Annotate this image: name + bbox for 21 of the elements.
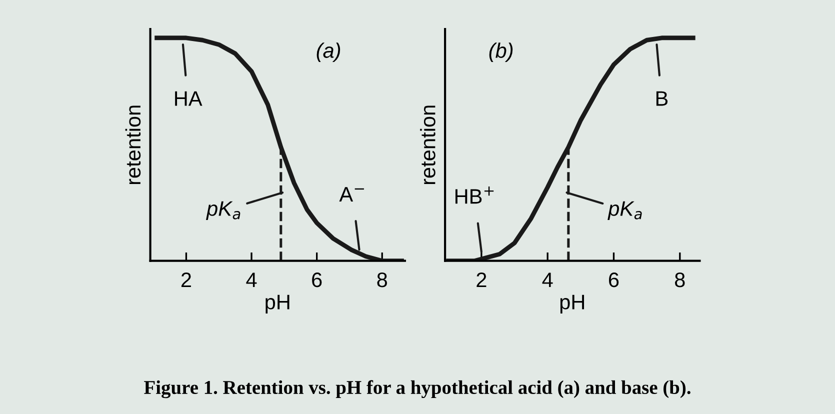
x-tick-label: 8: [674, 272, 685, 288]
annotation: HA: [175, 91, 202, 106]
annotation: A$^{−}$: [339, 187, 364, 202]
x-axis-title: pH: [266, 294, 290, 314]
y-axis-title: retention: [125, 106, 141, 184]
x-tick-label: 2: [181, 272, 191, 288]
x-tick-label: 8: [377, 272, 388, 288]
x-tick-label: 6: [609, 272, 619, 288]
x-tick-label: 6: [312, 272, 322, 288]
chart-title: (a): [316, 42, 340, 62]
x-tick-label: 2: [476, 272, 486, 288]
y-axis-title: retention: [420, 106, 436, 184]
x-tick-label: 4: [542, 272, 553, 288]
ref-line-label: pK$_{a}$: [608, 201, 642, 220]
annotation: B: [656, 91, 668, 106]
caption: Figure 1. Retention vs. pH for a hypothetical acid (a) and base (b).: [144, 380, 690, 398]
x-tick-label: 4: [246, 272, 257, 288]
chart-title: (b): [489, 42, 513, 62]
x-axis-title: pH: [560, 294, 584, 314]
annotation: HB$^{+}$: [455, 186, 494, 204]
ref-line-label: pK$_{a}$: [206, 201, 240, 220]
